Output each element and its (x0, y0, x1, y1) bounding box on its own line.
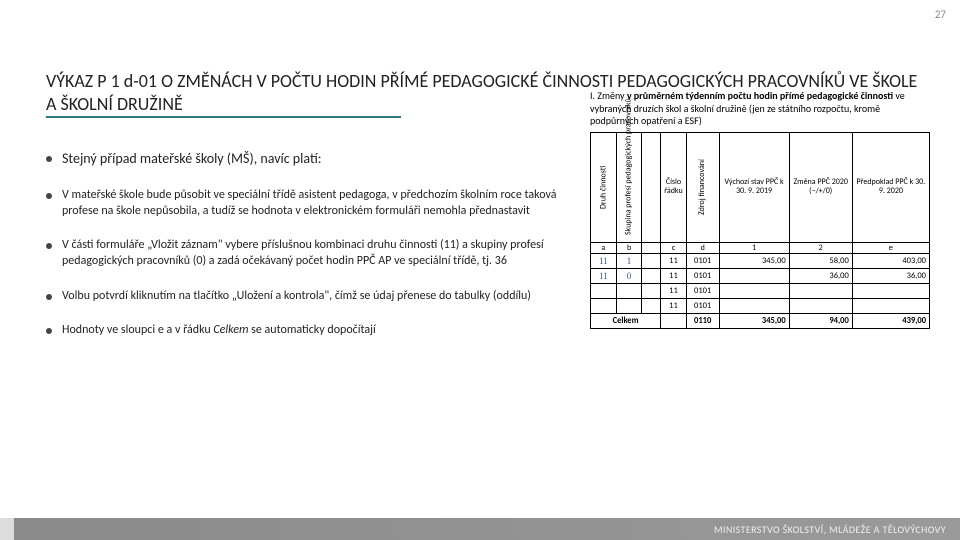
cell (719, 284, 789, 299)
col-header (642, 132, 661, 242)
cell (616, 284, 642, 299)
bullet-text: Hodnoty ve sloupci e a v řádku Celkem se… (62, 322, 576, 338)
cell (852, 299, 929, 314)
list-item: V části formuláře „Vložit záznam" vybere… (46, 237, 576, 269)
cell (661, 314, 687, 329)
cell: 11 (591, 269, 617, 284)
col-header: Druh činnosti (591, 132, 617, 242)
cell: 11 (661, 299, 687, 314)
bullet-list: Stejný případ mateřské školy (MŠ), navíc… (46, 150, 576, 356)
list-item: Volbu potvrdí kliknutím na tlačítko „Ulo… (46, 288, 576, 304)
cell: 0101 (686, 254, 719, 269)
bullet-icon (46, 156, 52, 162)
cell: 345,00 (719, 314, 789, 329)
table-row: 11 0 11 0101 36,00 36,00 (591, 269, 930, 284)
col-header: Číslo řádku (661, 132, 687, 242)
table-figure: I. Změny v průměrném týdenním počtu hodi… (590, 90, 930, 329)
bullet-icon (46, 294, 52, 300)
cell: 58,00 (789, 254, 852, 269)
cell (591, 284, 617, 299)
cell (642, 284, 661, 299)
cell: 36,00 (852, 269, 929, 284)
list-item: V mateřské škole bude působit ve speciál… (46, 187, 576, 219)
cell: 11 (661, 269, 687, 284)
col-letter: d (686, 242, 719, 254)
figure-caption: I. Změny v průměrném týdenním počtu hodi… (590, 90, 930, 128)
cell: 11 (591, 254, 617, 269)
cell: 0110 (686, 314, 719, 329)
cell: 0 (616, 269, 642, 284)
col-header: Zdroj financování (686, 132, 719, 242)
cell: 403,00 (852, 254, 929, 269)
footer-accent (0, 518, 14, 540)
table-row: 11 0101 (591, 284, 930, 299)
cell: 36,00 (789, 269, 852, 284)
cell (789, 284, 852, 299)
table-header: Druh činnosti Skupina profesí pedagogick… (590, 132, 930, 255)
col-letter: a (591, 242, 617, 254)
cell: 11 (661, 284, 687, 299)
bullet-text: V části formuláře „Vložit záznam" vybere… (62, 237, 576, 269)
bullet-text: Stejný případ mateřské školy (MŠ), navíc… (62, 150, 576, 169)
list-item: Stejný případ mateřské školy (MŠ), navíc… (46, 150, 576, 169)
page-number: 27 (935, 8, 946, 21)
cell: 439,00 (852, 314, 929, 329)
bullet-icon (46, 328, 52, 334)
list-item: Hodnoty ve sloupci e a v řádku Celkem se… (46, 322, 576, 338)
cell (616, 299, 642, 314)
cell (591, 299, 617, 314)
bullet-text: V mateřské škole bude působit ve speciál… (62, 187, 576, 219)
data-table: 11 1 11 0101 345,00 58,00 403,00 11 0 11… (590, 253, 930, 329)
footer-bar: MINISTERSTVO ŠKOLSTVÍ, MLÁDEŽE A TĚLOVÝC… (0, 518, 960, 540)
footer-text: MINISTERSTVO ŠKOLSTVÍ, MLÁDEŽE A TĚLOVÝC… (714, 523, 946, 536)
col-letter: e (852, 242, 929, 254)
cell (852, 284, 929, 299)
col-header: Změna PPČ 2020 (−/+/0) (789, 132, 852, 242)
cell (789, 299, 852, 314)
title-underline (46, 116, 401, 118)
cell (642, 269, 661, 284)
cell (642, 299, 661, 314)
cell (719, 299, 789, 314)
col-header: Předpoklad PPČ k 30. 9. 2020 (852, 132, 929, 242)
table-row-total: Celkem 0110 345,00 94,00 439,00 (591, 314, 930, 329)
col-header: Skupina profesí pedagogických pracovníků (616, 132, 642, 242)
col-letter: 2 (789, 242, 852, 254)
cell: 1 (616, 254, 642, 269)
cell: 0101 (686, 284, 719, 299)
bullet-icon (46, 243, 52, 249)
bullet-text: Volbu potvrdí kliknutím na tlačítko „Ulo… (62, 288, 576, 304)
cell: 94,00 (789, 314, 852, 329)
cell (642, 254, 661, 269)
col-letter (642, 242, 661, 254)
table-row: 11 0101 (591, 299, 930, 314)
table-row: 11 1 11 0101 345,00 58,00 403,00 (591, 254, 930, 269)
col-letter: c (661, 242, 687, 254)
cell: 345,00 (719, 254, 789, 269)
bullet-icon (46, 193, 52, 199)
total-label: Celkem (591, 314, 661, 329)
cell: 0101 (686, 269, 719, 284)
col-letter: 1 (719, 242, 789, 254)
cell: 0101 (686, 299, 719, 314)
cell (719, 269, 789, 284)
cell: 11 (661, 254, 687, 269)
col-letter: b (616, 242, 642, 254)
col-header: Výchozí stav PPČ k 30. 9. 2019 (719, 132, 789, 242)
